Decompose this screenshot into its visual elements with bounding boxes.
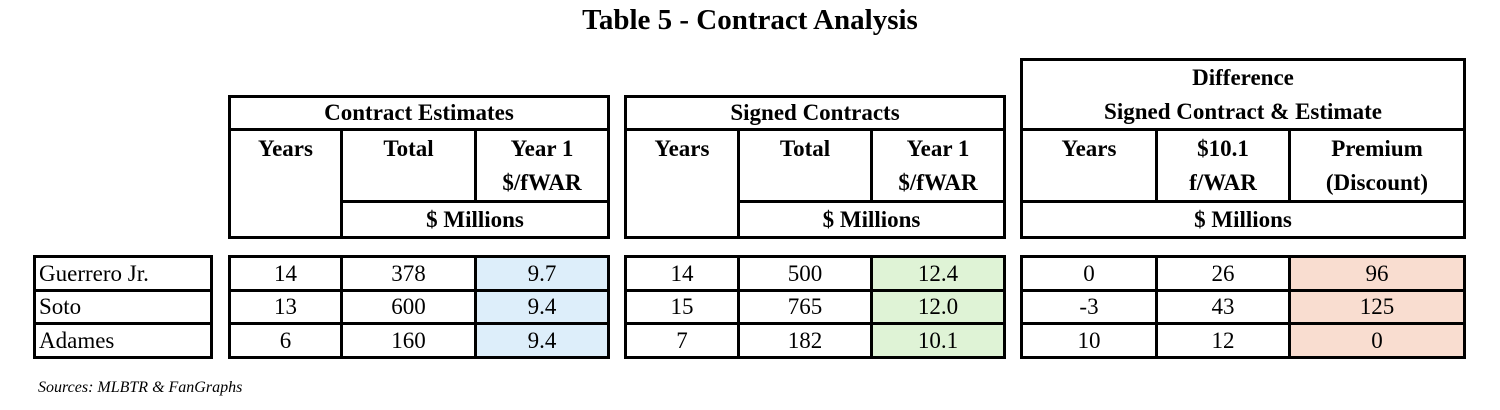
cell-text: 10.1 [917, 327, 959, 353]
unit-label: $ Millions [340, 200, 610, 239]
data-cell: 14 [228, 255, 343, 292]
data-cell: 12.4 [870, 255, 1006, 292]
cell-text: 13 [274, 294, 297, 319]
cell-text: $ Millions [822, 206, 921, 232]
data-cell: 182 [737, 322, 873, 359]
cell-text: Year 1 [510, 136, 574, 161]
column-header: Premium (Discount) [1288, 128, 1466, 203]
data-cell: 13 [228, 289, 343, 325]
cell-text: $10.1 [1197, 136, 1249, 161]
cell-text: 9.7 [527, 260, 557, 286]
cell-text: 14 [274, 260, 297, 286]
column-header: Years [228, 128, 343, 239]
cell-text: 12.0 [917, 294, 959, 319]
data-cell: 0 [1288, 322, 1466, 359]
data-cell: 26 [1155, 255, 1291, 292]
cell-text: 26 [1211, 260, 1235, 286]
cell-text: 9.4 [527, 294, 557, 319]
cell-text: Signed Contract & Estimate [1104, 98, 1382, 124]
group-header: Difference Signed Contract & Estimate [1020, 58, 1466, 131]
cell-text: Total [779, 136, 831, 161]
cell-text: 182 [787, 327, 823, 353]
data-cell: 6 [228, 322, 343, 359]
column-header: Years [624, 128, 740, 239]
source-note: Sources: MLBTR & FanGraphs [38, 379, 243, 396]
unit-label: $ Millions [1020, 200, 1466, 239]
data-cell: 765 [737, 289, 873, 325]
row-name: Adames [33, 322, 213, 359]
cell-text: -3 [1079, 294, 1099, 319]
cell-text: Difference [1192, 64, 1294, 90]
cell-text: Years [654, 136, 710, 161]
cell-text: 160 [391, 327, 426, 353]
row-name: Guerrero Jr. [33, 255, 213, 292]
cell-text: 9.4 [527, 327, 557, 353]
column-header: Year 1 $/fWAR [474, 128, 610, 203]
cell-text: 0 [1083, 260, 1095, 286]
row-name: Soto [33, 289, 213, 325]
cell-text: $/fWAR [898, 170, 978, 195]
cell-text: 96 [1365, 260, 1389, 286]
cell-text: Total [383, 136, 434, 161]
data-cell: 9.7 [474, 255, 610, 292]
cell-text: 0 [1371, 327, 1383, 353]
data-cell: 43 [1155, 289, 1291, 325]
column-header: Year 1 $/fWAR [870, 128, 1006, 203]
data-cell: 9.4 [474, 289, 610, 325]
cell-text: Premium [1331, 136, 1423, 161]
group-header: Signed Contracts [624, 95, 1006, 131]
data-cell: 500 [737, 255, 873, 292]
cell-text: 378 [391, 260, 426, 286]
cell-text: Years [258, 136, 313, 161]
cell-text: 125 [1359, 294, 1395, 319]
data-cell: 12 [1155, 322, 1291, 359]
cell-text: Guerrero Jr. [39, 260, 149, 286]
unit-label: $ Millions [737, 200, 1006, 239]
column-header: Years [1020, 128, 1158, 203]
cell-text: 6 [279, 327, 292, 353]
cell-text: (Discount) [1325, 170, 1429, 195]
column-header: Total [340, 128, 477, 203]
cell-text: Signed Contracts [730, 100, 900, 125]
cell-text: 500 [787, 260, 823, 286]
cell-text: 600 [391, 294, 426, 319]
cell-text: 10 [1077, 327, 1101, 353]
cell-text: $/fWAR [502, 170, 582, 195]
cell-text: $ Millions [426, 206, 524, 232]
cell-text: 7 [676, 327, 688, 353]
table-title: Table 5 - Contract Analysis [582, 4, 918, 36]
cell-text: 14 [670, 260, 694, 286]
cell-text: Years [1061, 136, 1117, 161]
cell-text: Year 1 [906, 136, 970, 161]
data-cell: 14 [624, 255, 740, 292]
cell-text: Soto [39, 294, 82, 319]
data-cell: 160 [340, 322, 477, 359]
data-cell: 600 [340, 289, 477, 325]
cell-text: 15 [670, 294, 694, 319]
data-cell: 10.1 [870, 322, 1006, 359]
column-header: Total [737, 128, 873, 203]
data-cell: 15 [624, 289, 740, 325]
cell-text: 12 [1211, 327, 1235, 353]
data-cell: 10 [1020, 322, 1158, 359]
data-cell: 125 [1288, 289, 1466, 325]
data-cell: 96 [1288, 255, 1466, 292]
column-header: $10.1 f/WAR [1155, 128, 1291, 203]
cell-text: f/WAR [1189, 170, 1257, 195]
group-header: Contract Estimates [228, 95, 610, 131]
cell-text: Contract Estimates [324, 100, 514, 125]
cell-text: 12.4 [917, 260, 959, 286]
data-cell: -3 [1020, 289, 1158, 325]
cell-text: 43 [1211, 294, 1235, 319]
data-cell: 12.0 [870, 289, 1006, 325]
data-cell: 9.4 [474, 322, 610, 359]
cell-text: Adames [39, 327, 115, 353]
data-cell: 7 [624, 322, 740, 359]
data-cell: 378 [340, 255, 477, 292]
cell-text: 765 [787, 294, 823, 319]
data-cell: 0 [1020, 255, 1158, 292]
cell-text: $ Millions [1194, 206, 1292, 232]
